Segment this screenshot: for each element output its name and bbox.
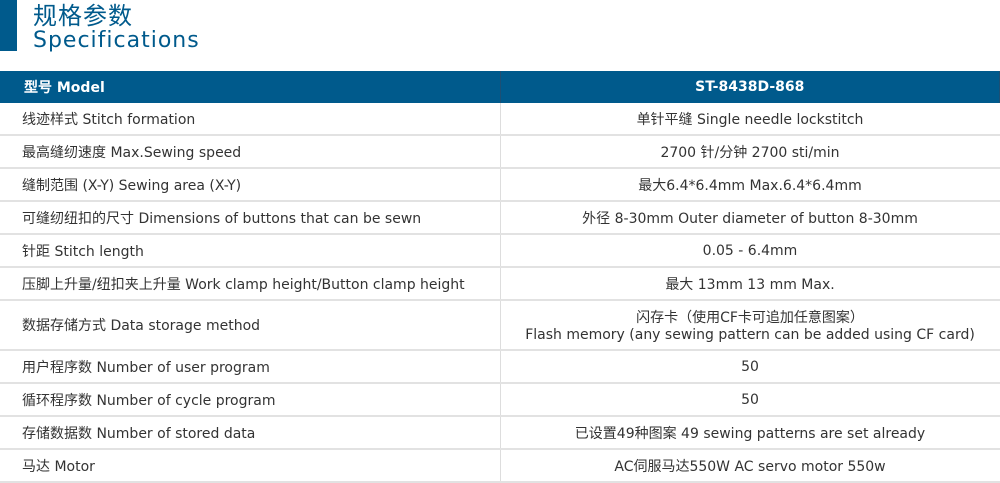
row-value-line: 已设置49种图案 49 sewing patterns are set alre… bbox=[574, 425, 926, 442]
table-row: 针距 Stitch length 0.05 - 6.4mm bbox=[0, 234, 1000, 268]
page-title-cn: 规格参数 bbox=[33, 2, 133, 30]
row-value: 已设置49种图案 49 sewing patterns are set alre… bbox=[500, 416, 1000, 450]
row-value: AC伺服马达550W AC servo motor 550w bbox=[500, 449, 1000, 483]
table-row: 最高缝纫速度 Max.Sewing speed 2700 针/分钟 2700 st… bbox=[0, 135, 1000, 169]
row-label: 针距 Stitch length bbox=[0, 234, 501, 268]
row-value-line: 闪存卡（使用CF卡可追加任意图案） bbox=[636, 310, 864, 326]
header-label: 型号 Model bbox=[0, 71, 501, 103]
row-label: 马达 Motor bbox=[0, 449, 501, 483]
row-label: 可缝纫纽扣的尺寸 Dimensions of buttons that can … bbox=[0, 201, 501, 235]
row-label: 存储数据数 Number of stored data bbox=[0, 416, 501, 450]
row-value-line: 单针平缝 Single needle lockstitch bbox=[636, 111, 864, 128]
row-value-line: 50 bbox=[741, 358, 759, 375]
row-label: 循环程序数 Number of cycle program bbox=[0, 383, 501, 417]
spec-table: 型号 Model ST-8438D-868 线迹样式 Stitch format… bbox=[0, 71, 1000, 483]
title-accent-bar bbox=[0, 0, 17, 51]
row-value-line: Flash memory (any sewing pattern can be … bbox=[525, 327, 975, 343]
page-title-en: Specifications bbox=[33, 28, 200, 53]
row-label: 压脚上升量/纽扣夹上升量 Work clamp height/Button cl… bbox=[0, 267, 501, 301]
row-value-line: 最大6.4*6.4mm Max.6.4*6.4mm bbox=[638, 177, 862, 194]
table-row: 用户程序数 Number of user program 50 bbox=[0, 350, 1000, 384]
row-value-line: AC伺服马达550W AC servo motor 550w bbox=[614, 458, 886, 475]
row-label: 用户程序数 Number of user program bbox=[0, 350, 501, 384]
header-value: ST-8438D-868 bbox=[500, 71, 1000, 103]
row-label: 最高缝纫速度 Max.Sewing speed bbox=[0, 135, 501, 169]
table-header: 型号 Model ST-8438D-868 bbox=[0, 71, 1000, 103]
row-value-line: 2700 针/分钟 2700 sti/min bbox=[660, 144, 840, 161]
row-value: 闪存卡（使用CF卡可追加任意图案） Flash memory (any sewin… bbox=[500, 300, 1000, 351]
row-value: 50 bbox=[500, 383, 1000, 417]
table-row: 缝制范围 (X-Y) Sewing area (X-Y) 最大6.4*6.4mm … bbox=[0, 168, 1000, 202]
row-value-line: 0.05 - 6.4mm bbox=[702, 242, 798, 259]
row-value-line: 50 bbox=[741, 391, 759, 408]
row-value: 2700 针/分钟 2700 sti/min bbox=[500, 135, 1000, 169]
row-value: 最大6.4*6.4mm Max.6.4*6.4mm bbox=[500, 168, 1000, 202]
row-label: 线迹样式 Stitch formation bbox=[0, 103, 501, 136]
row-value-line: 外径 8-30mm Outer diameter of button 8-30m… bbox=[582, 210, 918, 227]
table-row: 循环程序数 Number of cycle program 50 bbox=[0, 383, 1000, 417]
table-row: 可缝纫纽扣的尺寸 Dimensions of buttons that can … bbox=[0, 201, 1000, 235]
table-row: 线迹样式 Stitch formation 单针平缝 Single needle … bbox=[0, 103, 1000, 136]
row-value: 最大 13mm 13 mm Max. bbox=[500, 267, 1000, 301]
table-row: 存储数据数 Number of stored data 已设置49种图案 49 s… bbox=[0, 416, 1000, 450]
row-value-line: 最大 13mm 13 mm Max. bbox=[665, 276, 835, 293]
table-row: 压脚上升量/纽扣夹上升量 Work clamp height/Button cl… bbox=[0, 267, 1000, 301]
table-row: 数据存储方式 Data storage method 闪存卡（使用CF卡可追加任意… bbox=[0, 300, 1000, 351]
table-row: 马达 Motor AC伺服马达550W AC servo motor 550w bbox=[0, 449, 1000, 483]
row-label: 缝制范围 (X-Y) Sewing area (X-Y) bbox=[0, 168, 501, 202]
row-value: 0.05 - 6.4mm bbox=[500, 234, 1000, 268]
row-label: 数据存储方式 Data storage method bbox=[0, 300, 501, 351]
row-value: 单针平缝 Single needle lockstitch bbox=[500, 103, 1000, 136]
row-value: 外径 8-30mm Outer diameter of button 8-30m… bbox=[500, 201, 1000, 235]
row-value: 50 bbox=[500, 350, 1000, 384]
